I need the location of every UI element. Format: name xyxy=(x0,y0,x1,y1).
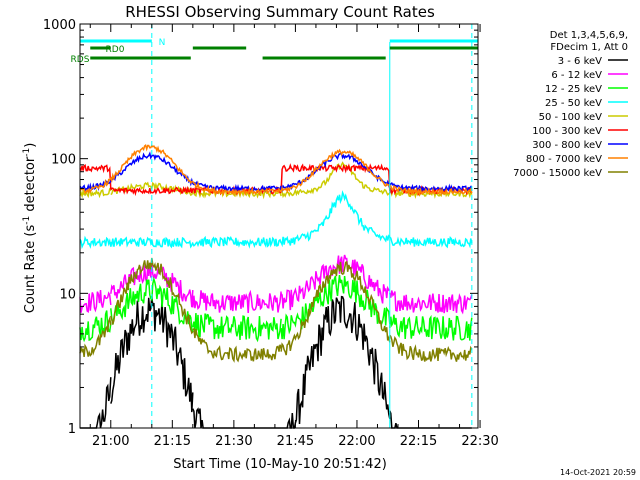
series-line-2-2 xyxy=(192,313,282,343)
y-tick-label: 1 xyxy=(68,422,76,437)
chart-title: RHESSI Observing Summary Count Rates xyxy=(125,3,435,21)
series-line-8-3 xyxy=(280,260,391,356)
series-line-1-2 xyxy=(192,289,282,313)
series-25-50keV xyxy=(79,190,473,250)
series-line-5-3 xyxy=(280,163,391,193)
series-12-25keV xyxy=(79,275,473,343)
legend-header-line: Det 1,3,4,5,6,9, xyxy=(550,30,628,41)
series-line-1-4 xyxy=(389,290,473,315)
y-axis-label: Count Rate (s-1 detector-1) xyxy=(22,143,38,314)
series-line-2-0 xyxy=(79,310,112,343)
legend-label: 800 - 7000 keV xyxy=(526,154,602,165)
series-line-2-1 xyxy=(110,276,194,333)
series-line-0-2 xyxy=(192,407,282,429)
series-line-0-3 xyxy=(281,295,391,429)
plot-area xyxy=(79,24,473,429)
legend-label: 100 - 300 keV xyxy=(532,126,602,137)
flag-label-N: N xyxy=(159,38,166,48)
series-line-8-4 xyxy=(389,334,473,362)
series-line-3-1 xyxy=(110,236,194,249)
series-line-3-4 xyxy=(389,235,473,249)
series-line-6-3 xyxy=(280,152,391,193)
legend-label: 6 - 12 keV xyxy=(551,70,602,81)
legend-label: 12 - 25 keV xyxy=(545,84,602,95)
x-tick-label: 21:45 xyxy=(277,434,314,449)
series-line-5-1 xyxy=(110,185,194,197)
legend-label: 3 - 6 keV xyxy=(558,56,602,67)
series-line-1-0 xyxy=(79,289,112,313)
x-tick-label: 21:15 xyxy=(154,434,191,449)
series-line-2-4 xyxy=(389,314,473,341)
series-line-6-1 xyxy=(110,151,194,187)
series-line-2-3 xyxy=(280,275,391,340)
x-tick-label: 22:30 xyxy=(461,434,498,449)
axes: 1 10 100 1000 21:00 21:15 21:30 21:45 22:00 22:15… xyxy=(43,18,499,449)
series-line-7-2 xyxy=(192,180,282,197)
y-tick-label: 1000 xyxy=(43,18,76,33)
footer-date: 14-Oct-2021 20:59 xyxy=(560,468,636,477)
series-6-12keV xyxy=(79,254,473,315)
series-line-0-0 xyxy=(80,377,112,429)
x-tick-label: 21:30 xyxy=(215,434,252,449)
series-line-4-0 xyxy=(79,187,112,199)
x-axis-label: Start Time (10-May-10 20:51:42) xyxy=(173,457,387,472)
series-line-8-2 xyxy=(192,327,282,363)
legend-label: 300 - 800 keV xyxy=(532,140,602,151)
series-line-7-4 xyxy=(389,184,473,197)
legend-label: 7000 - 15000 keV xyxy=(513,168,602,179)
y-tick-label: 10 xyxy=(59,287,76,302)
legend-label: 50 - 100 keV xyxy=(539,112,603,123)
legend: Det 1,3,4,5,6,9,FDecim 1, Att 0 3 - 6 keV… xyxy=(513,30,628,179)
legend-label: 25 - 50 keV xyxy=(545,98,602,109)
flag-label-RD0: RD0 xyxy=(106,45,125,55)
y-tick-label: 100 xyxy=(51,153,76,168)
series-line-1-3 xyxy=(280,254,390,311)
x-tick-label: 21:00 xyxy=(92,434,129,449)
legend-header-line: FDecim 1, Att 0 xyxy=(550,42,628,53)
plot-frame xyxy=(79,23,479,429)
series-line-7-3 xyxy=(280,148,391,194)
series-line-8-0 xyxy=(79,315,112,357)
series-line-7-0 xyxy=(79,177,112,195)
x-tick-label: 22:15 xyxy=(400,434,437,449)
series-3-6keV xyxy=(80,295,472,429)
series-line-3-2 xyxy=(192,235,282,249)
x-tick-label: 22:00 xyxy=(338,434,375,449)
series-line-3-3 xyxy=(280,190,391,248)
series-line-3-0 xyxy=(79,235,112,250)
series-line-5-0 xyxy=(79,163,112,190)
